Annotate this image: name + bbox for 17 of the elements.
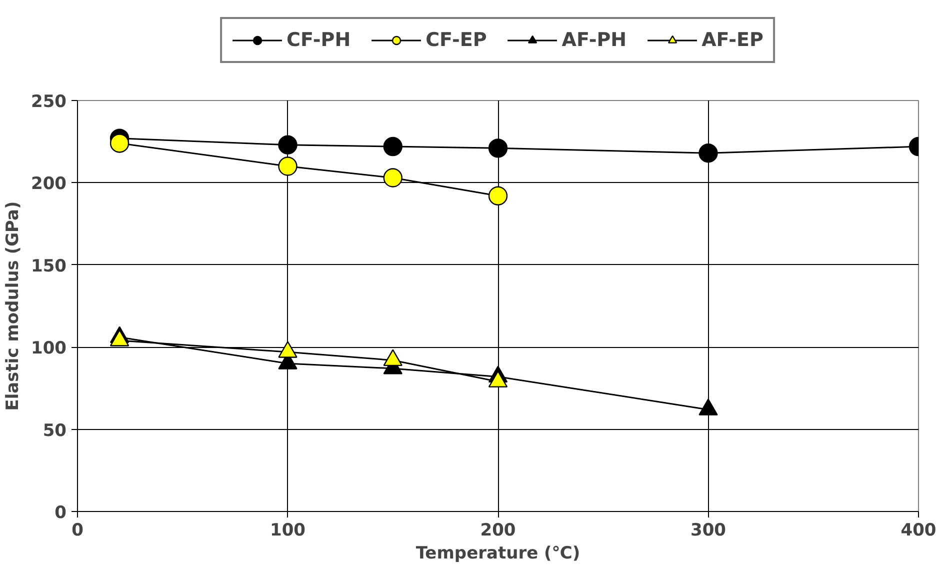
legend-label: CF-EP — [426, 29, 487, 51]
x-tick-label: 200 — [480, 520, 516, 540]
legend-label: AF-PH — [562, 29, 627, 51]
legend-label: CF-PH — [286, 29, 351, 51]
y-tick-label: 50 — [42, 420, 67, 441]
x-tick-label: 400 — [900, 520, 936, 540]
y-tick-label: 250 — [31, 92, 67, 112]
x-tick-label: 0 — [72, 520, 84, 540]
y-tick-label: 0 — [54, 503, 67, 523]
y-axis-title: Elastic modulus (GPa) — [3, 201, 24, 411]
x-tick-label: 300 — [690, 520, 726, 540]
y-tick-label: 150 — [31, 256, 67, 276]
y-tick-label: 200 — [31, 174, 67, 194]
x-axis-title: Temperature (℃) — [416, 544, 580, 564]
x-tick-label: 100 — [270, 520, 306, 540]
legend-label: AF-EP — [702, 29, 764, 51]
y-tick-label: 100 — [31, 338, 67, 359]
